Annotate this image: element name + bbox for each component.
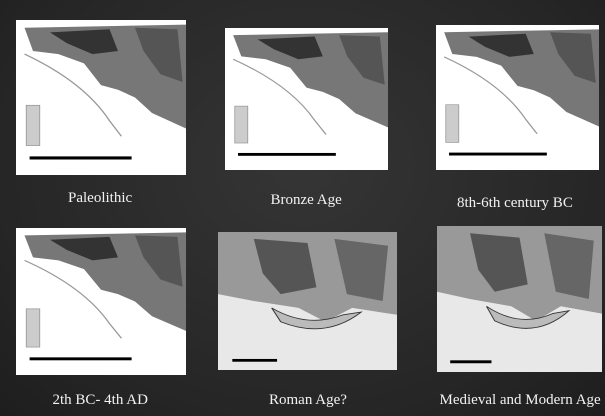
map-image [16,20,186,175]
caption: Paleolithic [68,190,132,207]
caption: Bronze Age [271,192,342,209]
map-image [225,28,388,170]
map-image [218,232,397,370]
map-image [16,228,186,375]
caption: 2th BC- 4th AD [53,392,148,409]
map-image [437,226,602,372]
slide: Paleolithic Bronze Age 8th-6th century BC 2… [0,0,605,416]
caption: Roman Age? [269,392,347,409]
map-image [436,25,599,170]
caption: Medieval and Modern Age [440,392,601,409]
caption: 8th-6th century BC [457,195,573,212]
